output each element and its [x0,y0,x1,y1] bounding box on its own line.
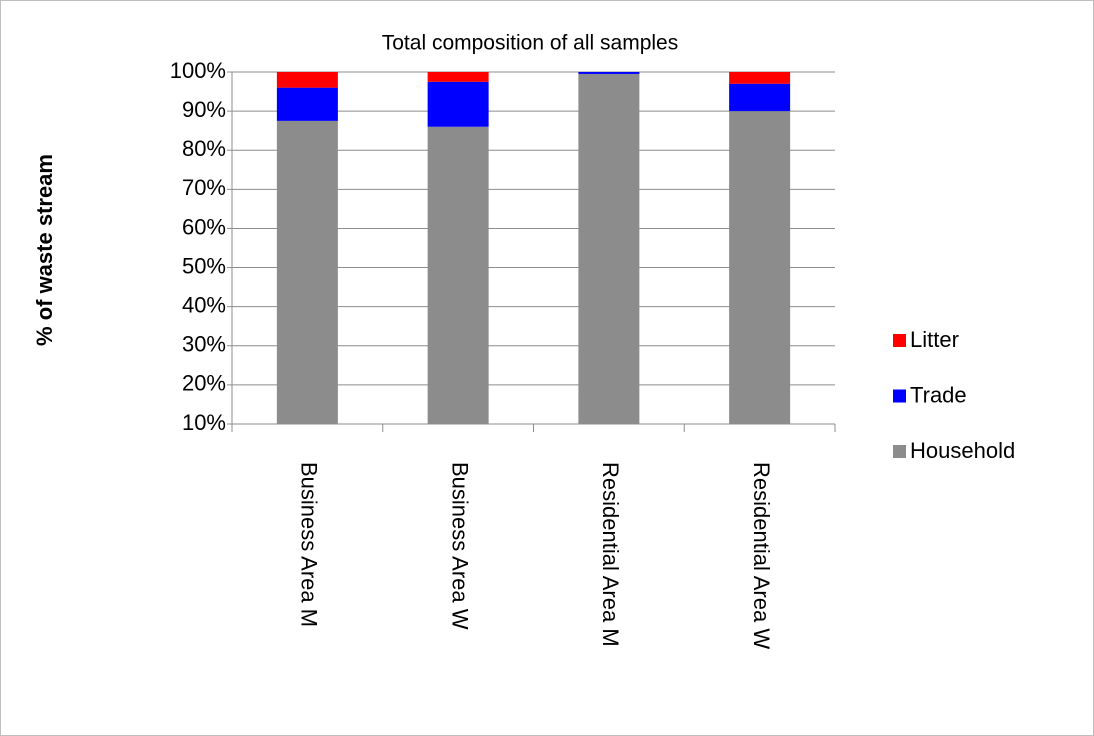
bar-segment [427,126,489,424]
bar-segment [729,83,791,112]
bar-segment [276,72,338,88]
bar-segment [729,111,791,424]
x-tick-label: Business Area M [297,462,322,627]
bar-segment [427,72,489,82]
bar-segment [729,72,791,84]
legend-label: Trade [910,382,967,407]
legend-label: Household [910,438,1015,463]
bar-segment [578,73,640,424]
chart-title: Total composition of all samples [382,32,678,55]
legend-swatch [893,445,906,458]
legend-swatch [893,389,906,403]
y-tick-label: 90% [182,97,226,122]
x-tick-label: Residential Area W [749,462,774,649]
x-tick-label: Residential Area M [598,462,623,647]
y-tick-label: 80% [182,136,226,161]
y-tick-label: 20% [182,371,226,396]
bar-segment [276,87,338,121]
y-tick-label: 30% [182,332,226,357]
legend-swatch [893,334,906,347]
bar-segment [427,81,489,127]
x-tick-label: Business Area W [447,462,472,630]
y-axis-title: % of waste stream [32,154,57,346]
y-tick-label: 60% [182,214,226,239]
y-tick-label: 10% [182,410,226,435]
legend-label: Litter [910,327,959,352]
y-tick-label: 50% [182,253,226,278]
y-tick-label: 100% [170,58,226,83]
bar-segment [276,120,338,424]
y-tick-label: 70% [182,175,226,200]
bar-segment [578,72,640,74]
y-tick-label: 40% [182,292,226,317]
